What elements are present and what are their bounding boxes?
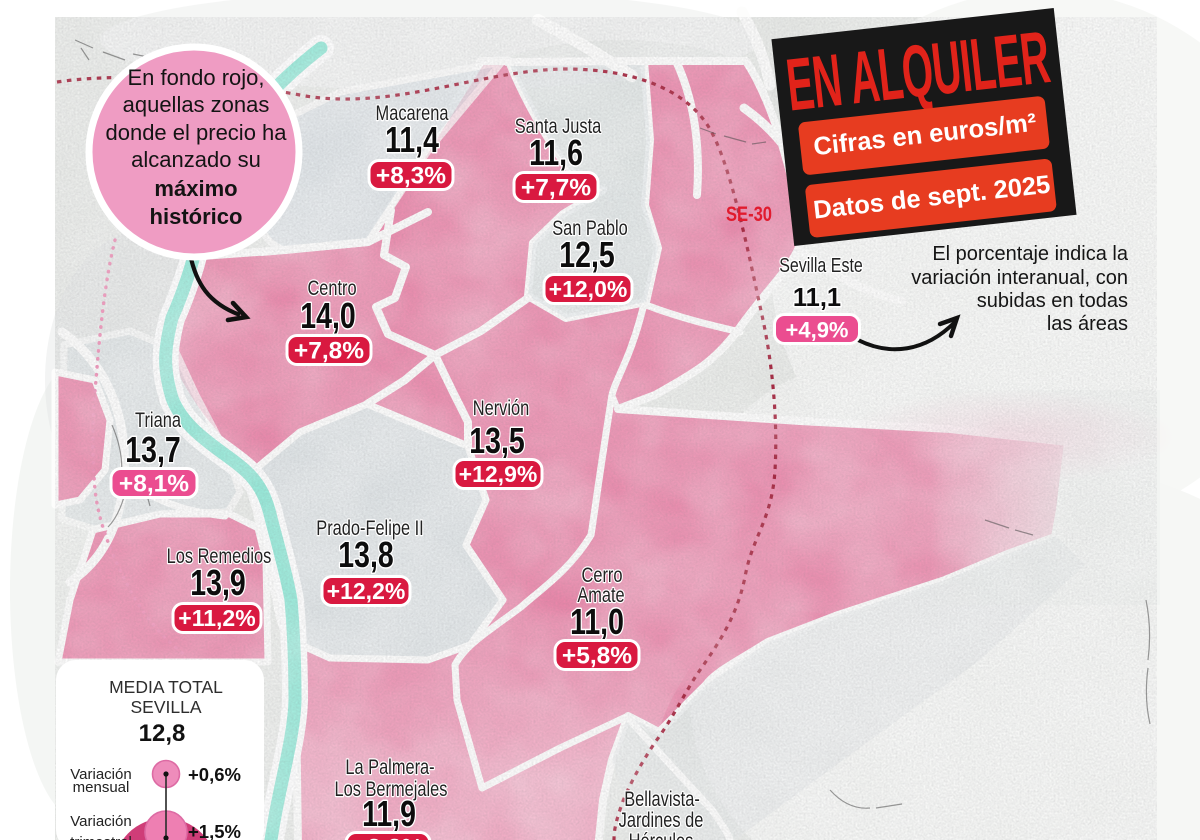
svg-text:Jardines de: Jardines de bbox=[619, 809, 704, 832]
svg-text:13,5: 13,5 bbox=[469, 420, 524, 461]
svg-text:Variación: Variación bbox=[70, 766, 131, 783]
svg-text:La Palmera-: La Palmera- bbox=[345, 756, 434, 779]
svg-text:13,9: 13,9 bbox=[190, 562, 245, 603]
svg-text:Prado-Felipe II: Prado-Felipe II bbox=[316, 517, 423, 540]
svg-text:+12,9%: +12,9% bbox=[459, 461, 538, 487]
svg-text:12,5: 12,5 bbox=[559, 234, 614, 275]
svg-text:Amate: Amate bbox=[577, 584, 624, 607]
svg-text:alcanzado su: alcanzado su bbox=[131, 147, 261, 172]
svg-text:+1,5%: +1,5% bbox=[188, 821, 241, 840]
svg-text:histórico: histórico bbox=[150, 204, 243, 229]
svg-text:12,8: 12,8 bbox=[139, 720, 186, 747]
svg-text:SEVILLA: SEVILLA bbox=[130, 697, 201, 717]
svg-text:Los Remedios: Los Remedios bbox=[167, 545, 272, 568]
svg-text:Los Bermejales: Los Bermejales bbox=[335, 778, 448, 801]
svg-text:SE-30: SE-30 bbox=[726, 203, 772, 226]
svg-text:13,8: 13,8 bbox=[338, 534, 393, 575]
svg-text:+11,2%: +11,2% bbox=[178, 605, 255, 631]
svg-text:máximo: máximo bbox=[154, 176, 237, 201]
svg-text:+8,1%: +8,1% bbox=[119, 471, 189, 498]
svg-text:11,6: 11,6 bbox=[529, 132, 583, 173]
svg-text:Cerro: Cerro bbox=[582, 564, 623, 587]
svg-text:Sevilla Este: Sevilla Este bbox=[779, 255, 863, 277]
svg-text:Hércules: Hércules bbox=[629, 830, 694, 840]
svg-text:11,9: 11,9 bbox=[362, 793, 416, 834]
svg-text:+12,0%: +12,0% bbox=[549, 276, 628, 302]
svg-text:Nervión: Nervión bbox=[473, 397, 530, 420]
svg-text:MEDIA TOTAL: MEDIA TOTAL bbox=[109, 677, 223, 697]
svg-text:+5,8%: +5,8% bbox=[562, 643, 632, 670]
svg-text:aquellas zonas: aquellas zonas bbox=[123, 92, 270, 117]
svg-text:subidas en todas: subidas en todas bbox=[977, 290, 1128, 312]
svg-text:+3,2%: +3,2% bbox=[353, 835, 423, 840]
svg-text:las áreas: las áreas bbox=[1047, 313, 1128, 335]
svg-text:+8,3%: +8,3% bbox=[376, 163, 446, 190]
svg-text:+0,6%: +0,6% bbox=[188, 764, 241, 785]
svg-text:mensual: mensual bbox=[73, 779, 130, 796]
svg-text:Triana: Triana bbox=[135, 409, 181, 432]
svg-text:+4,9%: +4,9% bbox=[786, 318, 849, 343]
svg-text:trimestral: trimestral bbox=[70, 834, 132, 840]
svg-text:13,7: 13,7 bbox=[125, 429, 180, 470]
svg-text:donde el precio ha: donde el precio ha bbox=[105, 120, 287, 145]
svg-text:Bellavista-: Bellavista- bbox=[624, 788, 700, 811]
svg-text:11,4: 11,4 bbox=[385, 119, 439, 160]
svg-text:Macarena: Macarena bbox=[376, 102, 449, 125]
svg-text:Centro: Centro bbox=[307, 277, 356, 300]
svg-text:En fondo rojo,: En fondo rojo, bbox=[128, 65, 265, 90]
svg-text:El porcentaje indica la: El porcentaje indica la bbox=[932, 243, 1129, 265]
svg-text:14,0: 14,0 bbox=[300, 295, 355, 336]
svg-text:variación interanual, con: variación interanual, con bbox=[911, 267, 1128, 289]
svg-text:Variación: Variación bbox=[70, 813, 131, 830]
svg-text:Santa Justa: Santa Justa bbox=[515, 115, 602, 138]
svg-text:+12,2%: +12,2% bbox=[327, 578, 406, 604]
svg-text:11,0: 11,0 bbox=[570, 601, 624, 642]
svg-text:+7,8%: +7,8% bbox=[294, 338, 364, 365]
svg-text:San Pablo: San Pablo bbox=[552, 217, 628, 240]
svg-text:+7,7%: +7,7% bbox=[521, 175, 591, 202]
svg-text:11,1: 11,1 bbox=[793, 284, 841, 312]
